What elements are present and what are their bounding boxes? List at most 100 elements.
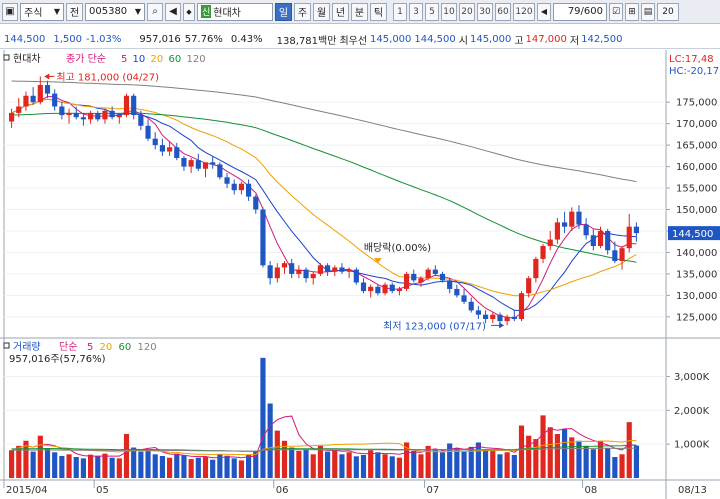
price-tick-label: 135,000 <box>676 269 717 280</box>
candle <box>231 179 237 195</box>
volume-legend-box-icon[interactable] <box>3 342 10 349</box>
period-minute-tab[interactable]: 분 <box>351 2 368 21</box>
candle <box>317 263 323 277</box>
candle-body <box>88 112 94 120</box>
current-price-label: 144,500 <box>672 229 713 240</box>
candle-body <box>281 263 288 268</box>
ma-20-line <box>11 98 637 297</box>
candle <box>145 119 151 141</box>
candle-body <box>95 112 101 120</box>
candle-body <box>511 316 517 319</box>
volume-legend-ma-label: 단순 <box>59 341 77 353</box>
candle <box>109 106 115 120</box>
data-count-field[interactable]: 79/600 <box>553 2 607 21</box>
date-label: 2015/04 <box>6 485 48 496</box>
interval-60-button[interactable]: 60 <box>495 2 511 21</box>
right-label-button[interactable]: 20 <box>657 2 679 21</box>
period-year-tab[interactable]: 년 <box>332 2 349 21</box>
price-tick-label: 140,000 <box>676 248 717 259</box>
dividend-annotation: 배당락(0.00%) <box>364 242 431 254</box>
volume-bar <box>368 450 374 478</box>
checkbox-icon[interactable]: ☑ <box>609 2 623 21</box>
legend-ma-10: 10 <box>133 54 146 65</box>
market-select[interactable]: 주식 ▼ <box>20 2 64 21</box>
chart-settings-icon[interactable]: ▣ <box>2 2 18 21</box>
quote-change-pct: -1.03% <box>86 34 122 45</box>
price-tick-label: 165,000 <box>676 141 717 152</box>
jeon-button[interactable]: 전 <box>66 2 83 21</box>
legend-stock-name: 현대차 <box>13 53 41 65</box>
chart-toolbar: ▣ 주식 ▼ 전 005380 ▼ ⌕ ◀ ◆ 신 현대차 일 주 월 년 분 … <box>0 0 720 24</box>
volume-tick-label: 2,000K <box>674 406 710 417</box>
candle <box>353 267 359 285</box>
candle-body <box>44 85 51 94</box>
candle-body <box>619 248 625 262</box>
candle-body <box>116 115 122 118</box>
quote-preferred-label: 최우선 <box>339 36 368 47</box>
price-tick-label: 150,000 <box>676 205 717 216</box>
interval-20-button[interactable]: 20 <box>459 2 475 21</box>
scroll-left-button[interactable]: ◀ <box>537 2 551 21</box>
volume-bar <box>497 454 503 478</box>
search-icon[interactable]: ⌕ <box>147 2 163 21</box>
quote-price: 144,500 <box>4 34 46 45</box>
volume-bar <box>131 447 137 478</box>
candle <box>267 261 273 285</box>
interval-3-button[interactable]: 3 <box>409 2 423 21</box>
volume-bar <box>619 454 625 478</box>
candle <box>9 108 15 128</box>
candle <box>152 132 158 150</box>
candle-body <box>145 125 151 139</box>
candle <box>116 112 122 124</box>
interval-5-button[interactable]: 5 <box>425 2 439 21</box>
candle-body <box>30 95 36 103</box>
candle-body <box>9 112 15 122</box>
candle <box>131 93 137 120</box>
sound-icon[interactable]: ◀ <box>165 2 181 21</box>
candle-body <box>411 273 417 281</box>
period-tick-tab[interactable]: 틱 <box>370 2 387 21</box>
candle-body <box>260 209 266 266</box>
candle <box>569 207 575 231</box>
candle <box>404 271 410 292</box>
price-chart[interactable]: 175,000 170,000 165,000 160,000 155,000 150,0… <box>0 50 720 499</box>
volume-bar <box>360 454 367 478</box>
volume-bar <box>66 454 72 478</box>
period-month-tab[interactable]: 월 <box>313 2 330 21</box>
stock-code-input[interactable]: 005380 ▼ <box>85 2 145 21</box>
candle <box>504 314 510 326</box>
period-week-tab[interactable]: 주 <box>294 2 311 21</box>
interval-30-button[interactable]: 30 <box>477 2 493 21</box>
volume-bar <box>73 457 79 478</box>
candle <box>195 153 201 171</box>
volume-bar <box>52 452 58 478</box>
candle <box>597 226 604 249</box>
candle-body <box>159 145 165 152</box>
volume-bar <box>576 440 582 478</box>
prev-stock-button[interactable]: ◆ <box>183 2 195 21</box>
save-icon[interactable]: ▤ <box>641 2 655 21</box>
volume-bar <box>562 428 568 478</box>
volume-bar <box>432 450 438 478</box>
moving-average-lines <box>11 80 637 319</box>
candle-body <box>188 160 194 167</box>
volume-bar <box>425 445 431 478</box>
date-axis: 2015/04 05 06 07 08 08/13 <box>3 480 707 496</box>
volume-bar <box>238 460 244 478</box>
candle <box>80 112 86 126</box>
candle <box>138 110 144 131</box>
candle-body <box>289 263 295 274</box>
candle-body <box>540 246 546 259</box>
current-price-tag <box>668 226 720 241</box>
legend-box-icon[interactable] <box>3 54 10 61</box>
candle <box>511 310 517 322</box>
interval-120-button[interactable]: 120 <box>513 2 535 21</box>
candle-body <box>174 147 180 158</box>
interval-1-button[interactable]: 1 <box>393 2 407 21</box>
candle <box>396 286 402 296</box>
period-day-tab[interactable]: 일 <box>275 2 292 21</box>
quote-bar: 144,500 1,500 -1.03% 957,016 57.76% 0.43… <box>0 31 720 49</box>
interval-10-button[interactable]: 10 <box>441 2 457 21</box>
volume-bar <box>439 452 446 478</box>
pin-icon[interactable]: ⊞ <box>625 2 639 21</box>
